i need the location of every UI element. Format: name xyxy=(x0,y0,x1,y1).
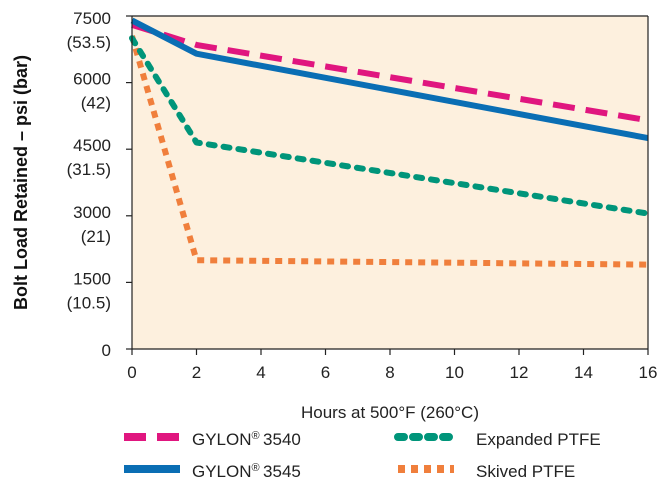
y-axis-title: Bolt Load Retained – psi (bar) xyxy=(11,55,31,310)
y-tick-bar-label: (42) xyxy=(81,94,111,113)
x-tick-label: 14 xyxy=(574,363,593,382)
series-line-gylon-3545 xyxy=(130,17,649,142)
legend: GYLON® 3540 GYLON® 3545 Expanded PTFE Skive… xyxy=(124,430,601,481)
y-tick-label: 6000 xyxy=(73,70,111,89)
y-tick-label: 7500 xyxy=(73,9,111,28)
series-layer xyxy=(129,17,651,268)
y-tick-bar-label: (31.5) xyxy=(67,160,111,179)
legend-label: GYLON® 3545 xyxy=(192,462,301,481)
y-tick-bar-label: (10.5) xyxy=(67,293,111,312)
y-tick-label: 3000 xyxy=(73,203,111,222)
x-tick-label: 16 xyxy=(639,363,658,382)
x-tick-label: 2 xyxy=(192,363,201,382)
y-tick-bar-label: (53.5) xyxy=(67,33,111,52)
x-tick-label: 4 xyxy=(256,363,265,382)
x-axis-title: Hours at 500°F (260°C) xyxy=(301,403,479,422)
x-tick-label: 8 xyxy=(385,363,394,382)
series-line-skived-ptfe xyxy=(129,35,649,268)
ticks-layer: 0 2 4 6 8 10 12 14 16 0 1500 (10.5) 3000 (21) 4500 (31.… xyxy=(67,9,658,382)
x-tick-label: 12 xyxy=(510,363,529,382)
legend-label: Skived PTFE xyxy=(476,462,575,481)
legend-label: GYLON® 3540 xyxy=(192,430,301,449)
x-tick-label: 0 xyxy=(127,363,136,382)
legend-label: Expanded PTFE xyxy=(476,430,601,449)
x-tick-label: 6 xyxy=(321,363,330,382)
y-tick-label: 0 xyxy=(102,341,111,360)
y-tick-bar-label: (21) xyxy=(81,227,111,246)
y-tick-label: 4500 xyxy=(73,136,111,155)
series-line-expanded-ptfe xyxy=(129,35,651,217)
y-tick-label: 1500 xyxy=(73,269,111,288)
series-line-gylon-3540 xyxy=(131,22,649,124)
x-tick-label: 10 xyxy=(445,363,464,382)
plot-area xyxy=(132,16,648,349)
